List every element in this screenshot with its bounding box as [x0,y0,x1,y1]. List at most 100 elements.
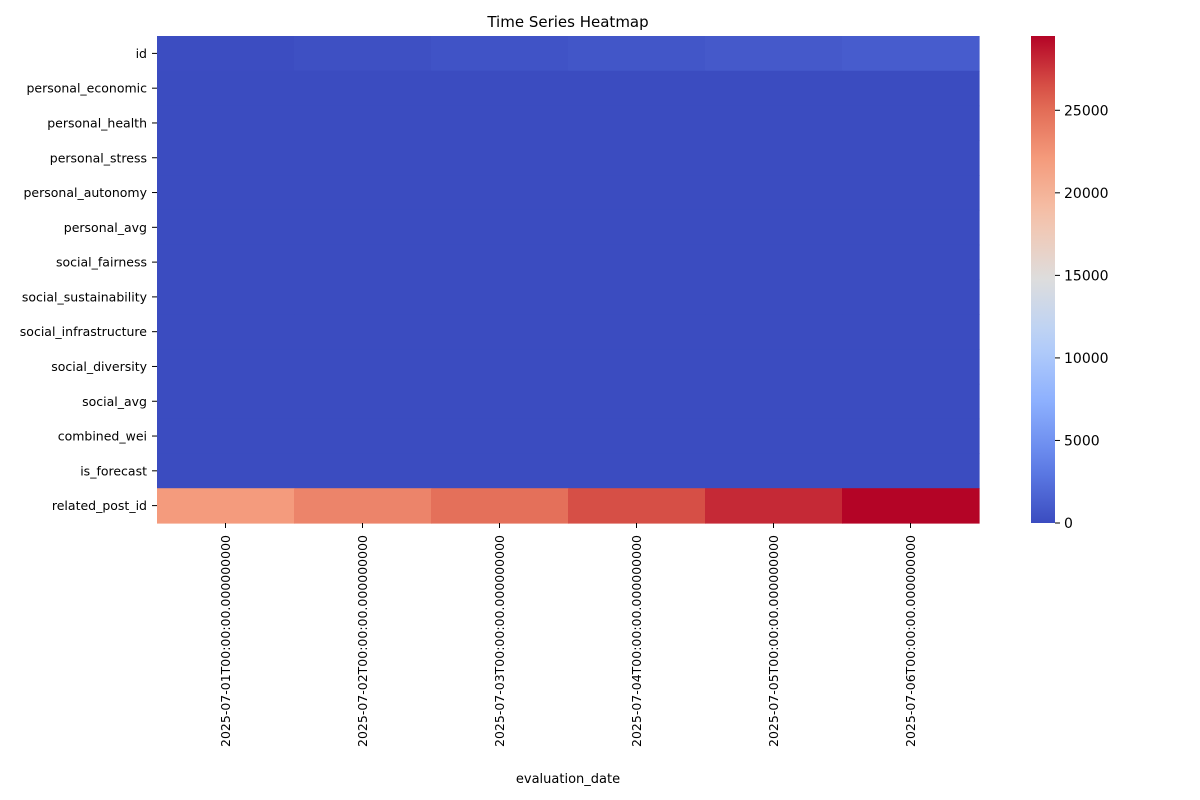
y-tick-label: combined_wei [58,429,147,444]
colorbar-gradient [1031,36,1055,523]
heatmap-cell [705,349,843,385]
heatmap-cell [294,175,432,211]
colorbar-tick-label: 5000 [1064,433,1100,449]
heatmap-cell [294,349,432,385]
heatmap-cell [568,140,706,176]
heatmap-cell [568,105,706,141]
heatmap-cell [842,105,980,141]
y-tick-label: social_fairness [56,255,147,270]
heatmap-cell [842,349,980,385]
chart-title: Time Series Heatmap [486,13,648,31]
y-tick-label: is_forecast [80,463,147,478]
heatmap-cell [842,279,980,315]
heatmap-cell [157,175,295,211]
heatmap-cell [842,244,980,281]
heatmap-cell [568,349,706,385]
heatmap-cell [431,70,569,107]
heatmap-cell [842,36,980,72]
heatmap-cell [157,105,295,141]
heatmap-cell [157,36,295,72]
colorbar-tick-label: 20000 [1064,186,1109,202]
heatmap-cell [568,453,706,489]
heatmap-cell [431,314,569,350]
heatmap-cell [294,279,432,315]
heatmap-cell [157,349,295,385]
heatmap-cell [294,70,432,107]
y-axis: id personal_economic personal_healthperson… [20,46,157,513]
y-tick-label: social_sustainability [22,289,148,304]
heatmap-cell [294,244,432,281]
heatmap-cell [568,418,706,455]
x-tick-label: 2025-07-03T00:00:00.000000000 [492,535,507,747]
x-axis: 2025-07-01T00:00:00.000000000 2025-07-02T… [218,523,918,747]
y-tick-label: personal_avg [64,220,147,235]
heatmap-cell [294,105,432,141]
heatmap-cell [294,488,432,524]
heatmap-cell [568,70,706,107]
heatmap-cell [157,244,295,281]
heatmap-cell [705,36,843,72]
heatmap-cell [431,488,569,524]
heatmap-cell [705,105,843,141]
colorbar-tick-label: 0 [1064,516,1073,532]
x-tick-label: 2025-07-05T00:00:00.000000000 [766,535,781,747]
heatmap-cell [431,244,569,281]
heatmap-cell [705,418,843,455]
heatmap-cell [568,314,706,350]
heatmap-cell [705,175,843,211]
x-tick-label: 2025-07-02T00:00:00.000000000 [355,535,370,747]
heatmap-cell [842,453,980,489]
y-tick-label: social_avg [82,394,147,409]
heatmap-cell [431,453,569,489]
x-tick-label: 2025-07-01T00:00:00.000000000 [218,535,233,747]
heatmap-cell [842,209,980,246]
heatmap-cell [568,36,706,72]
heatmap-cell [157,453,295,489]
heatmap-cell [294,453,432,489]
heatmap-cell [842,383,980,420]
heatmap-cells [157,36,980,524]
heatmap-cell [431,36,569,72]
heatmap-cell [705,70,843,107]
heatmap-cell [705,488,843,524]
heatmap-cell [568,175,706,211]
heatmap-cell [842,140,980,176]
heatmap-cell [431,105,569,141]
heatmap-cell [431,140,569,176]
heatmap-cell [157,314,295,350]
x-axis-label: evaluation_date [516,772,620,787]
y-tick-label: personal_economic [26,81,147,96]
y-tick-label: personal_stress [50,150,147,165]
heatmap-cell [842,418,980,455]
heatmap-cell [705,209,843,246]
heatmap-cell [157,279,295,315]
heatmap-cell [157,140,295,176]
colorbar: 0 5000 10000 15000 20000 25000 [1031,36,1109,532]
colorbar-tick-label: 10000 [1064,351,1109,367]
x-tick-label: 2025-07-04T00:00:00.000000000 [629,535,644,747]
heatmap-cell [294,383,432,420]
colorbar-tick-label: 15000 [1064,268,1109,284]
heatmap-cell [431,209,569,246]
heatmap-cell [431,418,569,455]
heatmap-cell [842,488,980,524]
y-tick-label: personal_health [47,115,147,130]
heatmap-cell [294,209,432,246]
y-tick-label: social_infrastructure [20,324,148,339]
y-tick-label: personal_autonomy [23,185,147,200]
heatmap-cell [294,314,432,350]
heatmap-cell [294,36,432,72]
heatmap-cell [431,175,569,211]
heatmap-cell [842,70,980,107]
heatmap-cell [431,349,569,385]
heatmap-cell [157,209,295,246]
heatmap-cell [705,244,843,281]
heatmap-cell [705,453,843,489]
heatmap-cell [431,383,569,420]
x-tick-label: 2025-07-06T00:00:00.000000000 [903,535,918,747]
heatmap-cell [568,383,706,420]
colorbar-tick-label: 25000 [1064,103,1109,119]
heatmap-cell [157,418,295,455]
y-tick-label: social_diversity [51,359,147,374]
